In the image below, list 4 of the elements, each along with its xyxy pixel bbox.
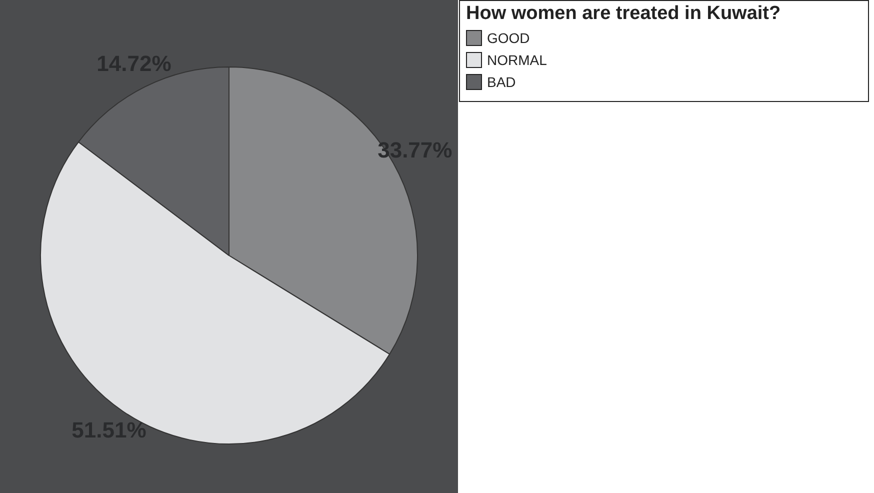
legend-label: GOOD [487,30,530,46]
legend-label: BAD [487,74,516,90]
legend-title: How women are treated in Kuwait? [466,3,782,25]
legend-label: NORMAL [487,52,547,68]
